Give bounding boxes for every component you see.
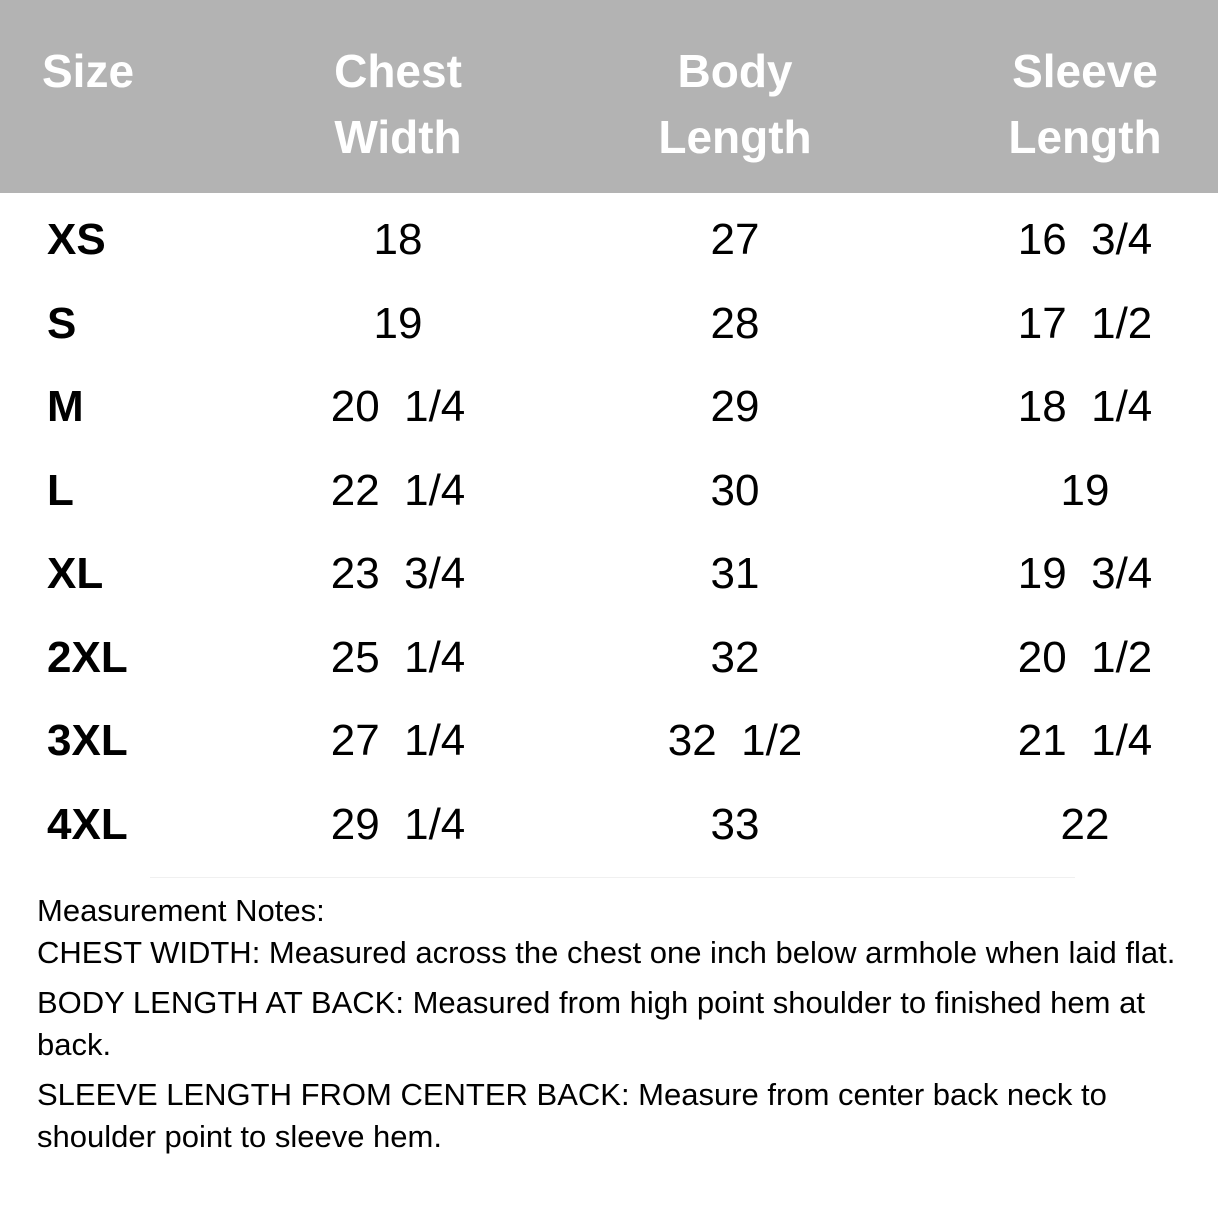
header-size: Size <box>42 45 135 97</box>
note-sleeve-length: SLEEVE LENGTH FROM CENTER BACK: Measure … <box>37 1074 1197 1158</box>
note-text: Measure from center back neck to shoulde… <box>37 1077 1107 1154</box>
note-body-length: BODY LENGTH AT BACK: Measured from high … <box>37 982 1197 1066</box>
sleeve-length-cell: 21 1/4 <box>1017 716 1153 765</box>
body-length-cell: 27 <box>710 215 760 264</box>
table-row: 2XL 25 1/4 32 20 1/2 <box>0 616 1218 700</box>
table-row: L 22 1/4 30 19 <box>0 449 1218 533</box>
note-label: BODY LENGTH AT BACK: <box>37 985 404 1020</box>
size-cell: S <box>47 298 77 348</box>
table-row: XS 18 27 16 3/4 <box>0 198 1218 282</box>
sleeve-length-cell: 20 1/2 <box>1017 632 1153 682</box>
table-row: M 20 1/4 29 18 1/4 <box>0 365 1218 449</box>
body-length-cell: 32 1/2 <box>667 716 803 765</box>
size-cell: 3XL <box>47 716 128 765</box>
size-cell: L <box>47 465 74 515</box>
size-cell: 4XL <box>47 799 128 849</box>
note-label: CHEST WIDTH: <box>37 935 261 970</box>
notes-title: Measurement Notes: <box>37 893 325 928</box>
chest-width-cell: 20 1/4 <box>330 382 466 431</box>
divider <box>150 877 1075 878</box>
size-cell: 2XL <box>47 632 128 682</box>
table-row: S 19 28 17 1/2 <box>0 282 1218 366</box>
chest-width-cell: 25 1/4 <box>330 632 466 682</box>
chest-width-cell: 22 1/4 <box>330 465 466 515</box>
body-length-cell: 32 <box>710 632 760 682</box>
sleeve-length-cell: 16 3/4 <box>1017 215 1153 264</box>
note-text: Measured across the chest one inch below… <box>260 935 1176 970</box>
sleeve-length-cell: 19 <box>1060 465 1110 515</box>
sleeve-length-cell: 22 <box>1060 799 1110 849</box>
body-length-cell: 30 <box>710 465 760 515</box>
header-chest-width: Chest Width <box>334 45 462 163</box>
chest-width-cell: 18 <box>373 215 423 264</box>
header-sleeve-length: Sleeve Length <box>1008 45 1162 163</box>
size-cell: XL <box>47 549 104 598</box>
body-length-cell: 33 <box>710 799 760 849</box>
note-label: SLEEVE LENGTH FROM CENTER BACK: <box>37 1077 630 1112</box>
body-length-cell: 31 <box>710 549 760 598</box>
body-length-cell: 29 <box>710 382 760 431</box>
table-row: 3XL 27 1/4 32 1/2 21 1/4 <box>0 699 1218 783</box>
size-cell: M <box>47 382 84 431</box>
measurement-notes: Measurement Notes: CHEST WIDTH: Measured… <box>37 890 1197 1158</box>
chest-width-cell: 27 1/4 <box>330 716 466 765</box>
note-chest-width: CHEST WIDTH: Measured across the chest o… <box>37 932 1197 974</box>
note-text: Measured from high point shoulder to fin… <box>37 985 1145 1062</box>
table-header: Size Chest Width Body Length Sleeve Leng… <box>0 0 1218 193</box>
chest-width-cell: 19 <box>373 298 423 348</box>
sleeve-length-cell: 19 3/4 <box>1017 549 1153 598</box>
sleeve-length-cell: 18 1/4 <box>1017 382 1153 431</box>
body-length-cell: 28 <box>710 298 760 348</box>
table-row: XL 23 3/4 31 19 3/4 <box>0 532 1218 616</box>
table-row: 4XL 29 1/4 33 22 <box>0 783 1218 867</box>
chest-width-cell: 29 1/4 <box>330 799 466 849</box>
header-body-length: Body Length <box>658 45 812 163</box>
sleeve-length-cell: 17 1/2 <box>1017 298 1153 348</box>
chest-width-cell: 23 3/4 <box>330 549 466 598</box>
size-cell: XS <box>47 215 106 264</box>
